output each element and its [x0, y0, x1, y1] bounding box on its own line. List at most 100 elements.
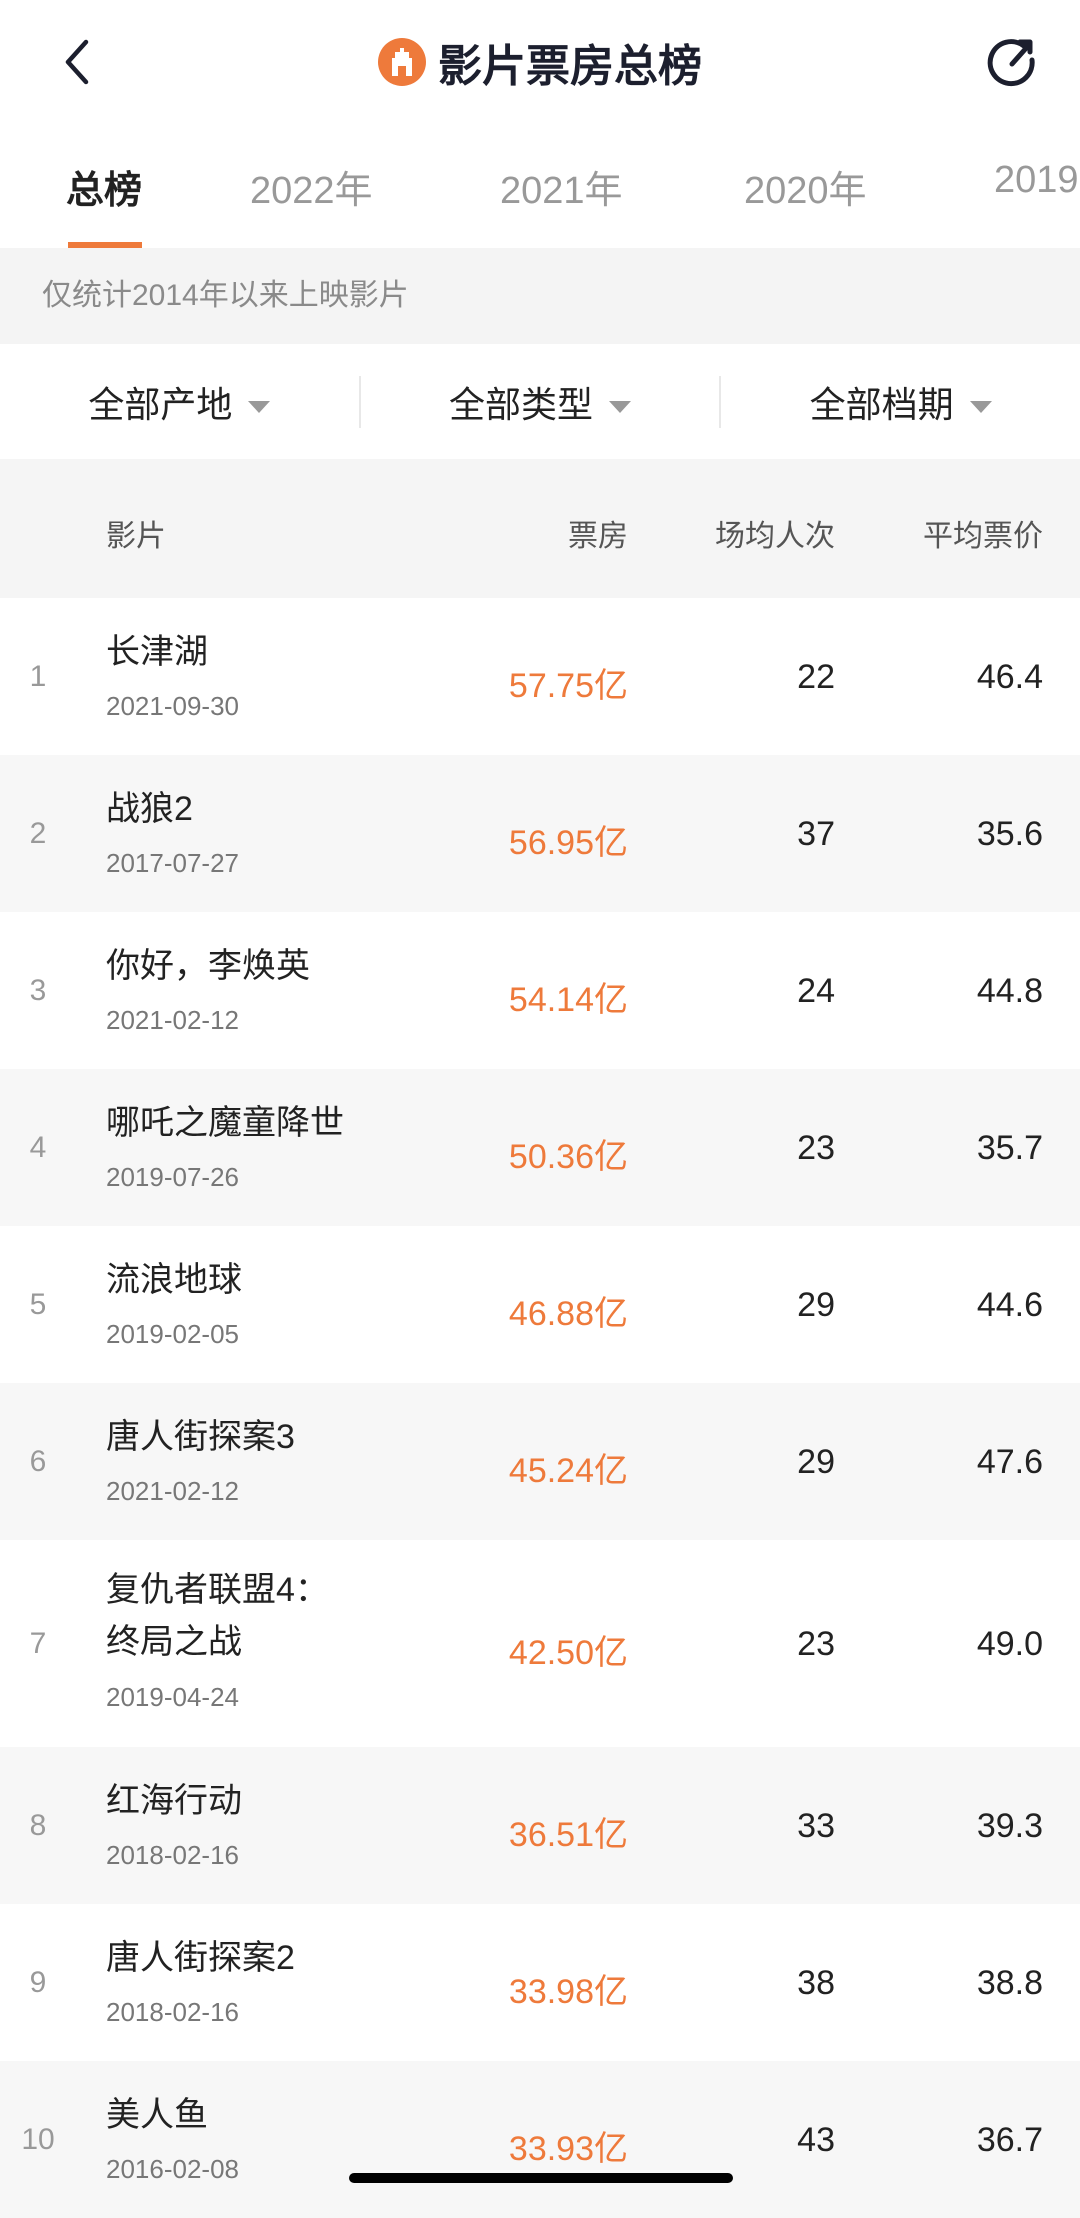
box-office: 36.51亿 [508, 1815, 628, 1854]
avg-attendance: 37 [797, 814, 835, 853]
release-date: 2019-02-05 [106, 1319, 239, 1349]
filter-season-label: 全部档期 [809, 383, 954, 425]
chevron-left-icon[interactable] [58, 36, 98, 88]
rank: 8 [29, 1808, 47, 1842]
box-office: 33.93亿 [508, 2129, 628, 2168]
avg-attendance: 22 [797, 657, 835, 696]
release-date: 2021-09-30 [106, 691, 239, 721]
rank: 7 [29, 1626, 47, 1660]
table-header: 影片 票房 场均人次 平均票价 [0, 459, 1080, 598]
film-name: 唐人街探案3 [106, 1418, 295, 1456]
col-box-office[interactable]: 票房 [568, 520, 628, 553]
film-name: 哪吒之魔童降世 [106, 1104, 344, 1142]
col-avg-price[interactable]: 平均票价 [923, 520, 1043, 553]
avg-price: 49.0 [976, 1624, 1043, 1663]
film-name-line2: 终局之战 [106, 1623, 242, 1661]
avg-attendance: 23 [797, 1128, 835, 1167]
box-office: 56.95亿 [508, 823, 628, 862]
box-office: 54.14亿 [508, 980, 628, 1019]
box-office: 33.98亿 [508, 1972, 628, 2011]
avg-price: 46.4 [976, 657, 1043, 696]
rank: 4 [29, 1130, 47, 1164]
rank: 10 [21, 2122, 55, 2156]
col-film: 影片 [106, 520, 166, 553]
table-row[interactable]: 10 美人鱼 2016-02-08 33.93亿 43 36.7 [0, 2061, 1080, 2218]
rank: 5 [29, 1287, 47, 1321]
film-name: 流浪地球 [106, 1261, 242, 1299]
avg-attendance: 29 [797, 1285, 835, 1324]
avg-price: 36.7 [976, 2120, 1043, 2159]
year-tabs: 总榜 2022年 2021年 2020年 2019 [0, 125, 1080, 248]
filter-season[interactable]: 全部档期 [719, 375, 1080, 428]
release-date: 2019-04-24 [106, 1682, 239, 1712]
film-name: 复仇者联盟4： [106, 1571, 329, 1609]
table-row[interactable]: 6 唐人街探案3 2021-02-12 45.24亿 29 47.6 [0, 1383, 1080, 1540]
filter-region[interactable]: 全部产地 [0, 376, 359, 428]
box-office: 46.88亿 [508, 1294, 628, 1333]
table-row[interactable]: 4 哪吒之魔童降世 2019-07-26 50.36亿 23 35.7 [0, 1069, 1080, 1226]
table-row[interactable]: 1 长津湖 2021-09-30 57.75亿 22 46.4 [0, 598, 1080, 755]
gate-logo-icon [378, 38, 426, 86]
avg-attendance: 38 [797, 1963, 835, 2002]
filter-genre[interactable]: 全部类型 [358, 375, 720, 428]
box-office: 57.75亿 [508, 666, 628, 705]
film-name: 红海行动 [106, 1782, 242, 1820]
film-name: 美人鱼 [106, 2096, 208, 2134]
release-date: 2016-02-08 [106, 2154, 239, 2184]
table-row[interactable]: 8 红海行动 2018-02-16 36.51亿 33 39.3 [0, 1747, 1080, 1904]
nav-bar: 影片票房总榜 [0, 0, 1080, 125]
filter-region-label: 全部产地 [88, 383, 233, 425]
stats-note: 仅统计2014年以来上映影片 [0, 248, 1080, 344]
film-name: 长津湖 [106, 633, 208, 671]
tab-2022[interactable]: 2022年 [250, 170, 373, 212]
avg-price: 35.7 [976, 1128, 1043, 1167]
avg-attendance: 33 [797, 1806, 835, 1845]
caret-down-icon [248, 400, 271, 413]
home-indicator [349, 2173, 733, 2183]
rank: 3 [29, 973, 47, 1007]
table-row[interactable]: 7 复仇者联盟4： 终局之战 2019-04-24 42.50亿 23 49.0 [0, 1540, 1080, 1747]
tab-2020[interactable]: 2020年 [744, 170, 867, 212]
release-date: 2017-07-27 [106, 848, 239, 878]
release-date: 2018-02-16 [106, 1840, 239, 1870]
avg-price: 39.3 [976, 1806, 1043, 1845]
ranking-list: 1 长津湖 2021-09-30 57.75亿 22 46.4 2 战狼2 2017-07-27… [0, 598, 1080, 2218]
refresh-icon[interactable] [984, 34, 1040, 90]
active-tab-indicator [68, 242, 142, 248]
avg-attendance: 23 [797, 1624, 835, 1663]
avg-price: 47.6 [976, 1442, 1043, 1481]
release-date: 2018-02-16 [106, 1997, 239, 2027]
caret-down-icon [969, 400, 992, 413]
rank: 1 [29, 659, 47, 693]
page-title: 影片票房总榜 [438, 42, 702, 91]
table-row[interactable]: 3 你好，李焕英 2021-02-12 54.14亿 24 44.8 [0, 912, 1080, 1069]
filter-bar: 全部产地 全部类型 全部档期 [0, 344, 1080, 459]
table-row[interactable]: 9 唐人街探案2 2018-02-16 33.98亿 38 38.8 [0, 1904, 1080, 2061]
tab-total[interactable]: 总榜 [66, 170, 143, 212]
rank: 2 [29, 816, 47, 850]
rank: 6 [29, 1444, 47, 1478]
avg-attendance: 24 [797, 971, 835, 1010]
avg-price: 35.6 [976, 814, 1043, 853]
rank: 9 [29, 1965, 47, 1999]
release-date: 2019-07-26 [106, 1162, 239, 1192]
film-name: 你好，李焕英 [106, 947, 310, 985]
film-name: 战狼2 [106, 790, 193, 828]
box-office: 45.24亿 [508, 1451, 628, 1490]
tab-2019[interactable]: 2019 [994, 159, 1079, 201]
caret-down-icon [609, 400, 632, 413]
box-office: 50.36亿 [508, 1137, 628, 1176]
avg-attendance: 29 [797, 1442, 835, 1481]
release-date: 2021-02-12 [106, 1476, 239, 1506]
table-row[interactable]: 5 流浪地球 2019-02-05 46.88亿 29 44.6 [0, 1226, 1080, 1383]
avg-attendance: 43 [797, 2120, 835, 2159]
table-row[interactable]: 2 战狼2 2017-07-27 56.95亿 37 35.6 [0, 755, 1080, 912]
avg-price: 44.6 [976, 1285, 1043, 1324]
tab-2021[interactable]: 2021年 [500, 170, 623, 212]
box-office: 42.50亿 [508, 1633, 628, 1672]
col-avg-attendance[interactable]: 场均人次 [715, 520, 835, 553]
avg-price: 44.8 [976, 971, 1043, 1010]
film-name: 唐人街探案2 [106, 1939, 295, 1977]
avg-price: 38.8 [976, 1963, 1043, 2002]
filter-genre-label: 全部类型 [449, 383, 594, 425]
